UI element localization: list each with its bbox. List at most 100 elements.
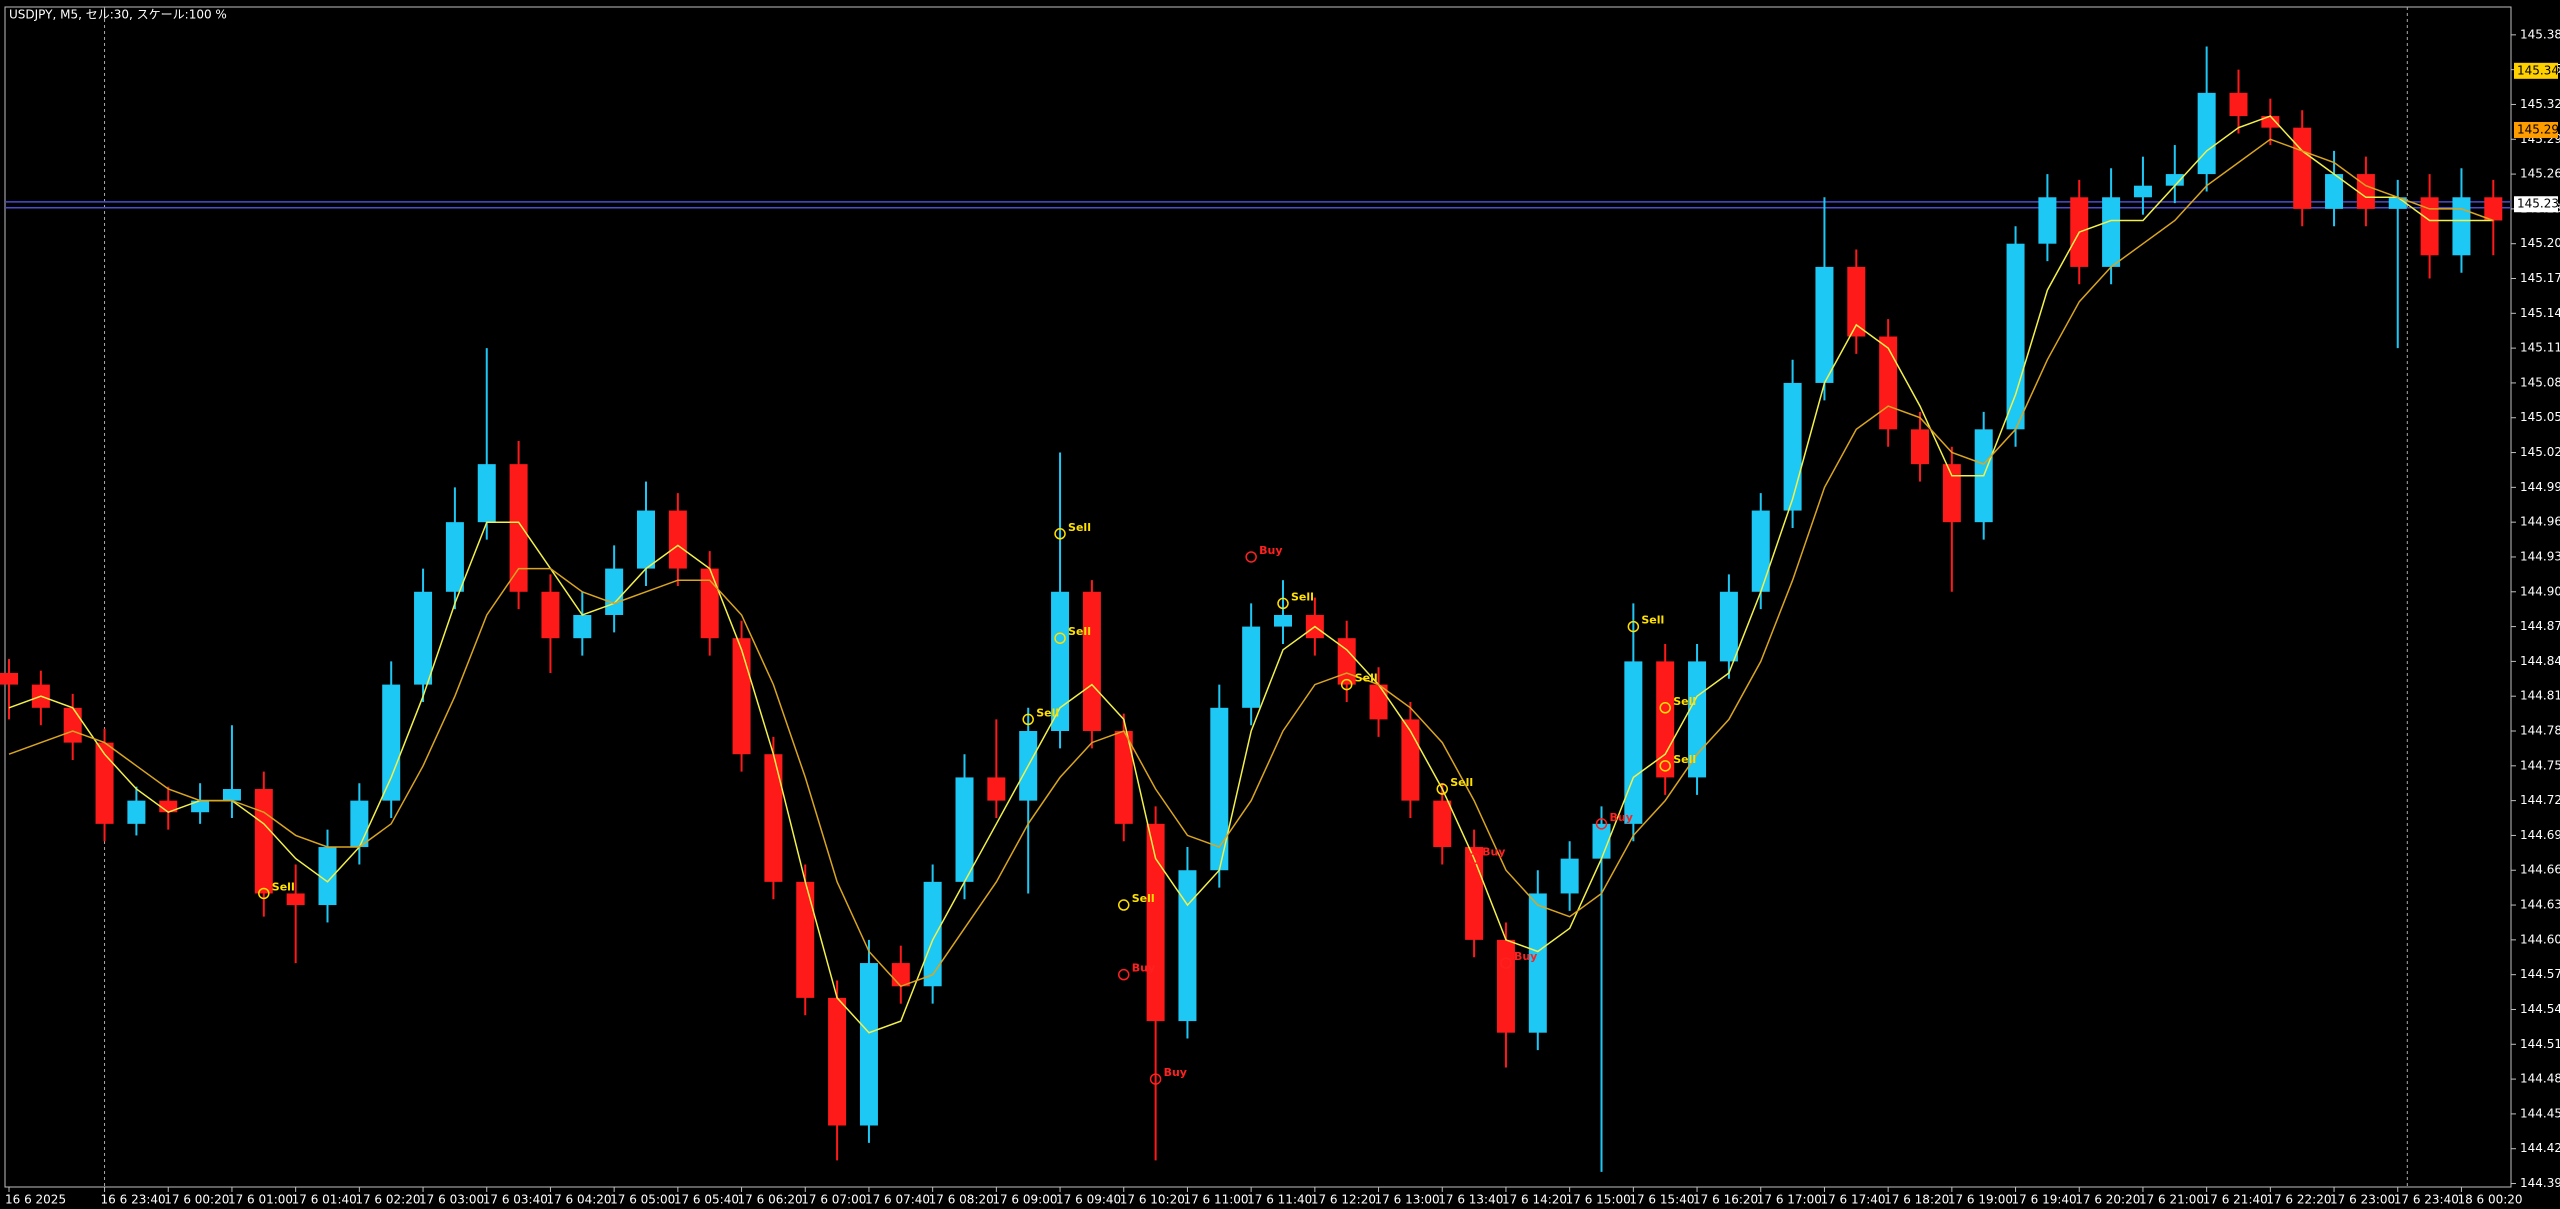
candle-body: [2165, 174, 2184, 186]
candle-body: [1719, 591, 1738, 662]
signal-marker: [1118, 899, 1130, 911]
candle-body: [2420, 197, 2439, 256]
x-tick-label: 17 6 07:00: [801, 1193, 866, 1207]
signal-marker: [1054, 632, 1066, 644]
candle-body: [573, 614, 592, 639]
candle-body: [1879, 336, 1898, 430]
y-tick-label: 144.540: [2520, 1002, 2560, 1016]
candle-body: [2229, 92, 2248, 117]
signal-marker: [1022, 713, 1034, 726]
candle-body: [1114, 731, 1133, 824]
y-tick-label: 145.080: [2520, 375, 2560, 389]
candle-body: [2388, 197, 2407, 209]
y-tick-label: 144.930: [2520, 549, 2560, 563]
signal-label: Buy: [1514, 950, 1537, 963]
candle-body: [1051, 591, 1070, 732]
candle-body: [63, 707, 82, 743]
candle-body: [732, 638, 751, 755]
x-tick-label: 17 6 02:20: [355, 1193, 420, 1207]
candle-body: [509, 464, 528, 592]
candle-body: [2484, 197, 2503, 221]
x-tick-label: 17 6 13:40: [1438, 1193, 1503, 1207]
signal-label: Sell: [1673, 753, 1696, 766]
y-tick-label: 144.870: [2520, 619, 2560, 633]
signal-label: Buy: [1482, 846, 1505, 859]
signal-marker: [1468, 852, 1480, 865]
candle-body: [2038, 197, 2057, 244]
signal-label: Sell: [1355, 672, 1378, 685]
candle-body: [1210, 707, 1229, 871]
price-label: 145.234: [2517, 197, 2560, 211]
plot-frame: [4, 6, 2512, 1188]
y-tick-label: 144.660: [2520, 863, 2560, 877]
y-tick-label: 144.780: [2520, 724, 2560, 738]
signal-marker: [1054, 528, 1066, 540]
moving-average: [8, 138, 2494, 988]
candle-body: [1465, 847, 1484, 940]
candle-body: [286, 893, 305, 906]
y-tick-label: 144.960: [2520, 515, 2560, 529]
candle-body: [796, 881, 815, 998]
candle-body: [2006, 243, 2025, 430]
y-tick-label: 145.320: [2520, 97, 2560, 111]
candle-body: [668, 510, 687, 569]
chart-title: USDJPY, M5, セル:30, スケール:100 %: [9, 8, 227, 22]
x-tick-label: 17 6 23:40: [2394, 1193, 2459, 1207]
x-tick-label: 17 6 16:20: [1693, 1193, 1758, 1207]
y-tick-label: 144.720: [2520, 793, 2560, 807]
signal-label: Buy: [1259, 544, 1282, 557]
signal-marker: [258, 887, 270, 900]
signal-label: Sell: [1673, 695, 1696, 708]
y-tick-label: 145.380: [2520, 27, 2560, 41]
candle-body: [1560, 858, 1579, 894]
signal-marker: [1149, 1073, 1162, 1085]
x-tick-label: 17 6 00:20: [164, 1193, 229, 1207]
signal-marker: [1500, 957, 1512, 969]
x-tick-label: 17 6 01:40: [292, 1193, 357, 1207]
candle-body: [1146, 823, 1165, 1022]
x-tick-label: 17 6 15:00: [1566, 1193, 1631, 1207]
x-tick-label: 17 6 21:00: [2139, 1193, 2204, 1207]
x-tick-label: 17 6 06:20: [738, 1193, 803, 1207]
signal-marker: [1627, 620, 1640, 633]
candle-body: [828, 997, 847, 1126]
signal-marker: [1277, 597, 1289, 610]
candle-body: [923, 881, 942, 987]
candle-body: [95, 742, 114, 824]
x-tick-label: 17 6 09:40: [1056, 1193, 1121, 1207]
x-tick-label: 17 6 19:40: [2012, 1193, 2077, 1207]
y-tick-label: 145.260: [2520, 167, 2560, 181]
candle-body: [191, 800, 210, 813]
y-tick-label: 144.750: [2520, 758, 2560, 772]
y-tick-label: 144.510: [2520, 1037, 2560, 1051]
candle-body: [127, 800, 146, 824]
candle-body: [1433, 800, 1452, 848]
y-tick-label: 145.050: [2520, 410, 2560, 424]
candle-body: [955, 777, 974, 882]
candle-body: [254, 789, 273, 894]
candle-body: [1624, 661, 1643, 824]
x-tick-label: 16 6 2025: [5, 1193, 66, 1207]
x-tick-label: 17 6 13:00: [1375, 1193, 1440, 1207]
candle-body: [1847, 266, 1866, 337]
candle-body: [637, 510, 655, 569]
y-tick-label: 144.420: [2520, 1141, 2560, 1155]
x-tick-label: 17 6 11:00: [1183, 1193, 1248, 1207]
candle-body: [1242, 626, 1261, 708]
y-tick-label: 144.840: [2520, 654, 2560, 668]
y-tick-label: 145.140: [2520, 306, 2560, 320]
candle-body: [1082, 591, 1101, 732]
x-tick-label: 17 6 05:00: [610, 1193, 675, 1207]
y-tick-label: 144.570: [2520, 967, 2560, 981]
candle-body: [1274, 614, 1292, 627]
signal-label: Buy: [1132, 962, 1155, 975]
plot-area: Sell Sell Sell Sell Sell Buy Buy Buy Sell Sell Sel…: [0, 7, 2511, 1187]
signal-marker: [1340, 678, 1353, 691]
x-tick-label: 17 6 03:40: [483, 1193, 548, 1207]
candle-body: [1942, 464, 1961, 523]
signal-marker: [1595, 818, 1608, 830]
candle-body: [350, 800, 369, 848]
x-tick-label: 17 6 17:40: [1820, 1193, 1885, 1207]
signal-label: Sell: [1641, 614, 1664, 627]
candle-body: [1528, 893, 1547, 1033]
